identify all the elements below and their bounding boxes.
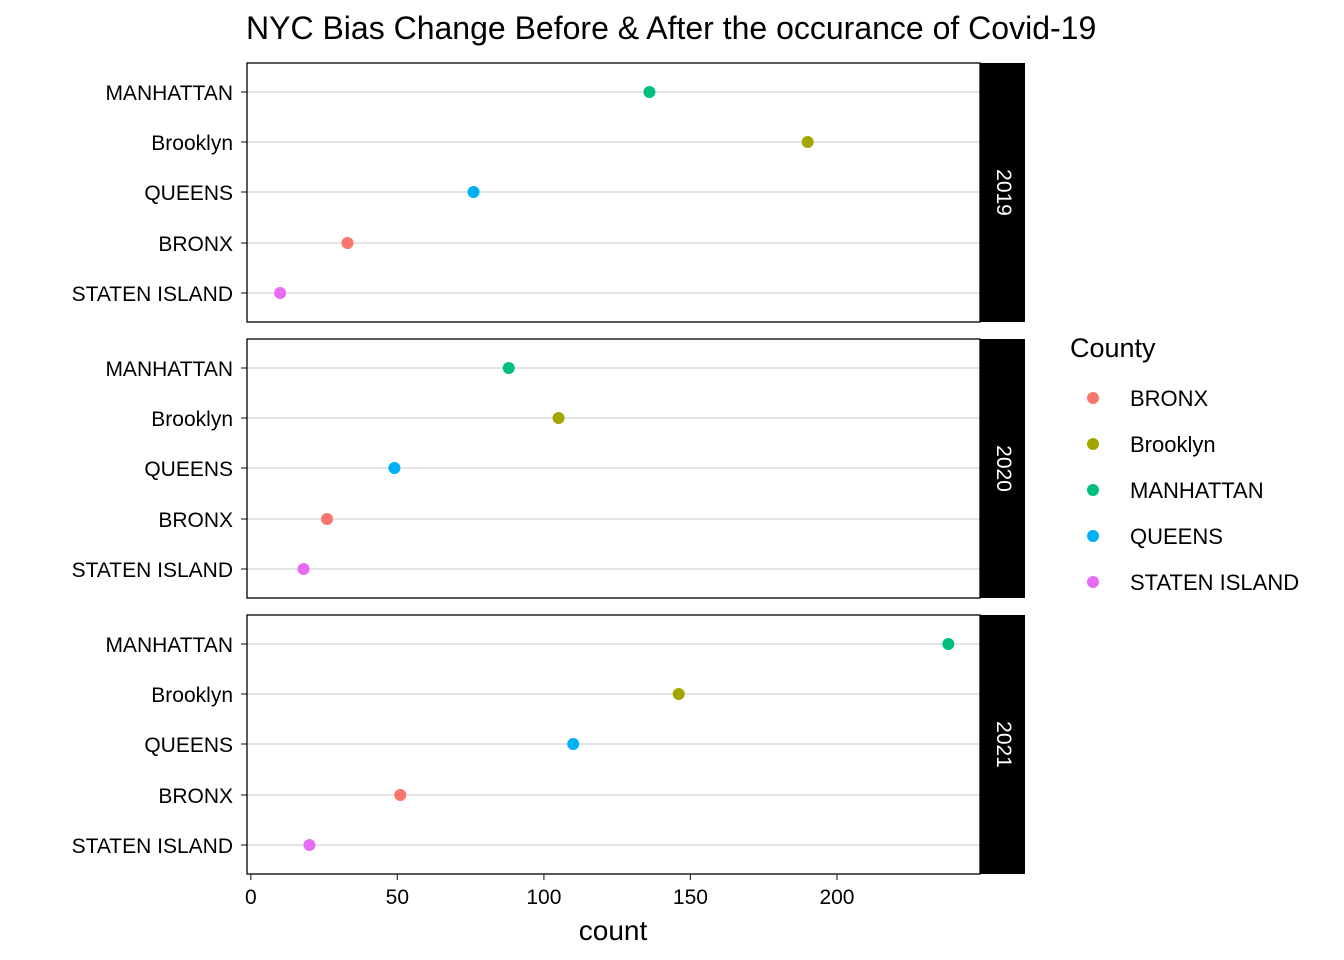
legend-key <box>1087 530 1099 542</box>
legend: County BRONX Brooklyn MANHATTAN QUEENS STATE… <box>1070 333 1299 595</box>
legend-item: STATEN ISLAND <box>1087 570 1299 595</box>
facet-strip-label: 2021 <box>992 721 1015 768</box>
facet-strip-label: 2020 <box>992 445 1015 492</box>
x-axis: 0 50 100 150 200 <box>245 874 854 909</box>
data-point <box>643 86 656 98</box>
facet-panel-2020: MANHATTAN Brooklyn QUEENS BRONX STATEN ISLAN… <box>72 338 1025 599</box>
data-point <box>672 688 685 700</box>
legend-title: County <box>1070 333 1156 363</box>
data-point <box>394 789 407 801</box>
facet-strip-label: 2019 <box>992 169 1015 216</box>
legend-label: BRONX <box>1130 386 1209 411</box>
x-tick-label: 100 <box>526 886 561 909</box>
data-point <box>303 839 316 851</box>
legend-key <box>1087 392 1099 404</box>
legend-item: BRONX <box>1087 386 1209 411</box>
data-point <box>942 638 955 650</box>
x-tick-label: 0 <box>245 886 257 909</box>
y-tick-label: Brooklyn <box>151 684 233 707</box>
legend-item: MANHATTAN <box>1087 478 1264 503</box>
legend-key <box>1087 576 1099 588</box>
x-tick-label: 150 <box>673 886 708 909</box>
facet-panel-2019: MANHATTAN Brooklyn QUEENS BRONX STATEN ISLAN… <box>72 62 1025 323</box>
y-tick-label: STATEN ISLAND <box>72 283 233 306</box>
y-tick-label: QUEENS <box>144 458 233 481</box>
y-tick-label: STATEN ISLAND <box>72 559 233 582</box>
y-tick-label: MANHATTAN <box>105 358 233 381</box>
legend-key <box>1087 484 1099 496</box>
y-tick-label: BRONX <box>158 509 233 532</box>
data-point <box>341 237 354 249</box>
facet-strip <box>980 63 1025 322</box>
data-point <box>297 563 310 575</box>
legend-item: QUEENS <box>1087 524 1223 549</box>
legend-label: Brooklyn <box>1130 432 1216 457</box>
facets: MANHATTAN Brooklyn QUEENS BRONX STATEN ISLAN… <box>72 62 1025 875</box>
x-axis-title: count <box>579 915 648 946</box>
data-point <box>801 136 814 148</box>
y-tick-label: BRONX <box>158 233 233 256</box>
legend-label: STATEN ISLAND <box>1130 570 1299 595</box>
data-point <box>567 738 580 750</box>
y-tick-label: QUEENS <box>144 734 233 757</box>
data-point <box>467 186 480 198</box>
facet-strip <box>980 339 1025 598</box>
facet-strip <box>980 615 1025 874</box>
y-tick-label: MANHATTAN <box>105 82 233 105</box>
legend-item: Brooklyn <box>1087 432 1216 457</box>
y-tick-label: BRONX <box>158 785 233 808</box>
x-tick-label: 50 <box>386 886 409 909</box>
data-point <box>321 513 334 525</box>
y-tick-label: MANHATTAN <box>105 634 233 657</box>
data-point <box>274 287 287 299</box>
facet-panel-2021: MANHATTAN Brooklyn QUEENS BRONX STATEN ISLAN… <box>72 614 1025 875</box>
y-tick-label: Brooklyn <box>151 132 233 155</box>
legend-key <box>1087 438 1099 450</box>
y-tick-label: Brooklyn <box>151 408 233 431</box>
y-tick-label: QUEENS <box>144 182 233 205</box>
x-tick-label: 200 <box>819 886 854 909</box>
data-point <box>502 362 515 374</box>
data-point <box>552 412 565 424</box>
legend-label: QUEENS <box>1130 524 1223 549</box>
chart-title: NYC Bias Change Before & After the occur… <box>246 10 1096 46</box>
data-point <box>388 462 401 474</box>
y-tick-label: STATEN ISLAND <box>72 835 233 858</box>
legend-label: MANHATTAN <box>1130 478 1264 503</box>
